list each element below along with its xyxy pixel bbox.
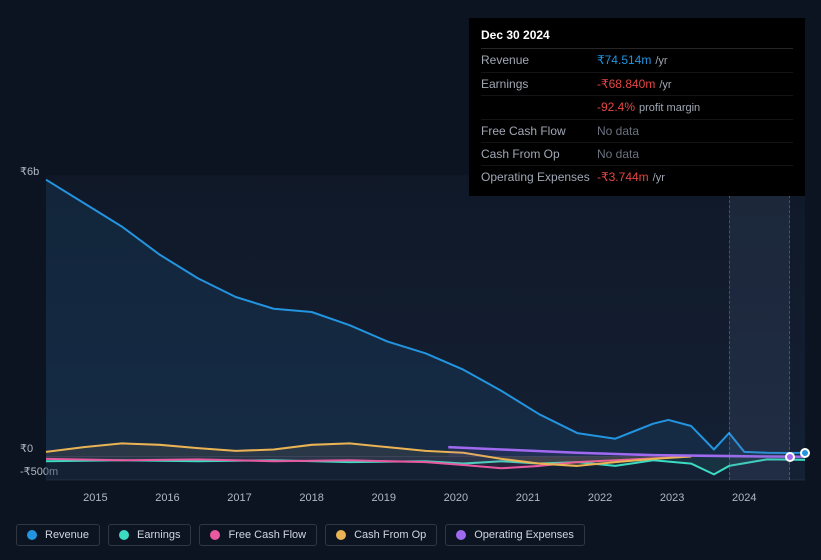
tooltip-metric-label: Earnings [481, 75, 597, 94]
legend-dot-icon [27, 530, 37, 540]
legend-item-cash-from-op[interactable]: Cash From Op [325, 524, 437, 546]
x-axis-tick-label: 2018 [299, 492, 323, 504]
plot-area[interactable]: 2015201620172018201920202021202220232024 [46, 175, 805, 480]
legend-item-revenue[interactable]: Revenue [16, 524, 100, 546]
legend-dot-icon [456, 530, 466, 540]
tooltip-metric-label: Cash From Op [481, 145, 597, 163]
legend-item-earnings[interactable]: Earnings [108, 524, 191, 546]
legend-dot-icon [210, 530, 220, 540]
y-axis-tick-label: ₹6b [20, 165, 39, 178]
tooltip-metric-value: -₹68.840m/yr [597, 75, 672, 94]
x-axis-tick-label: 2015 [83, 492, 107, 504]
legend-label: Free Cash Flow [228, 529, 306, 541]
legend-dot-icon [336, 530, 346, 540]
x-axis-tick-label: 2020 [444, 492, 468, 504]
x-axis-tick-label: 2024 [732, 492, 756, 504]
legend-label: Cash From Op [354, 529, 426, 541]
x-axis-tick-label: 2021 [516, 492, 540, 504]
tooltip-metric-label: Revenue [481, 51, 597, 70]
legend-dot-icon [119, 530, 129, 540]
tooltip-row: -92.4%profit margin [481, 95, 793, 119]
tooltip-row: Operating Expenses-₹3.744m/yr [481, 165, 793, 189]
x-axis-tick-label: 2019 [372, 492, 396, 504]
x-axis-tick-label: 2016 [155, 492, 179, 504]
financials-chart[interactable]: ₹6b₹0-₹500m 2015201620172018201920202021… [16, 155, 805, 510]
tooltip-metric-label: Operating Expenses [481, 168, 597, 187]
series-marker-dot [785, 452, 795, 462]
series-marker-dot [800, 448, 810, 458]
tooltip-row: Free Cash FlowNo data [481, 119, 793, 142]
tooltip-metric-label [481, 98, 597, 117]
x-axis-tick-label: 2023 [660, 492, 684, 504]
legend-item-operating-expenses[interactable]: Operating Expenses [445, 524, 585, 546]
tooltip-rows: Revenue₹74.514m/yrEarnings-₹68.840m/yr-9… [481, 48, 793, 188]
time-highlight-band [729, 175, 790, 480]
legend-label: Operating Expenses [474, 529, 574, 541]
y-axis-tick-label: ₹0 [20, 442, 33, 455]
legend-label: Earnings [137, 529, 180, 541]
x-axis-tick-label: 2022 [588, 492, 612, 504]
tooltip-metric-value: No data [597, 145, 639, 163]
chart-svg [46, 175, 805, 480]
tooltip-metric-value: -92.4%profit margin [597, 98, 700, 117]
tooltip-row: Cash From OpNo data [481, 142, 793, 165]
chart-legend: Revenue Earnings Free Cash Flow Cash From O… [16, 524, 585, 546]
tooltip-row: Revenue₹74.514m/yr [481, 48, 793, 72]
tooltip-metric-label: Free Cash Flow [481, 122, 597, 140]
x-axis-tick-label: 2017 [227, 492, 251, 504]
legend-item-free-cash-flow[interactable]: Free Cash Flow [199, 524, 317, 546]
tooltip-row: Earnings-₹68.840m/yr [481, 72, 793, 96]
chart-tooltip: Dec 30 2024 Revenue₹74.514m/yrEarnings-₹… [469, 18, 805, 196]
tooltip-metric-value: No data [597, 122, 639, 140]
tooltip-metric-value: ₹74.514m/yr [597, 51, 668, 70]
legend-label: Revenue [45, 529, 89, 541]
tooltip-metric-value: -₹3.744m/yr [597, 168, 665, 187]
tooltip-date: Dec 30 2024 [481, 26, 793, 48]
